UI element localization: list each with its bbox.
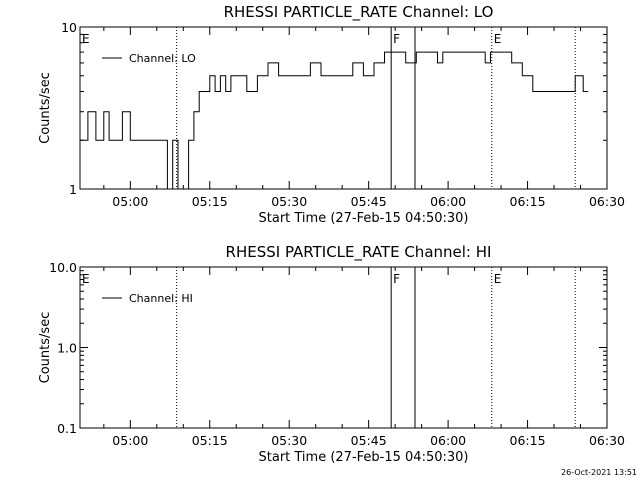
x-tick-label: 05:00 (112, 194, 148, 209)
x-tick-label: 05:30 (271, 194, 307, 209)
x-axis-label: Start Time (27-Feb-15 04:50:30) (259, 211, 469, 226)
x-tick-label: 05:15 (192, 194, 228, 209)
chart-title: RHESSI PARTICLE_RATE Channel: LO (224, 3, 494, 22)
chart-panel-2: RHESSI PARTICLE_RATE Channel: HI 05:00 05:… (38, 243, 625, 465)
chart-title: RHESSI PARTICLE_RATE Channel: HI (226, 243, 492, 262)
y-tick-label: 1.0 (57, 341, 77, 356)
y-tick-label: 1 (69, 182, 77, 197)
x-tick-label: 06:15 (510, 194, 546, 209)
x-tick-label: 06:30 (589, 194, 625, 209)
y-tick-label: 10 (61, 20, 77, 35)
x-tick-label: 05:45 (351, 433, 387, 448)
x-tick-label: 06:15 (510, 433, 546, 448)
y-tick-label: 10.0 (49, 260, 77, 275)
event-marker-F: F (393, 272, 400, 286)
x-tick-label: 06:00 (430, 433, 466, 448)
x-tick-label: 05:45 (351, 194, 387, 209)
event-marker-E: E (82, 272, 90, 286)
x-tick-label: 06:30 (589, 433, 625, 448)
legend-label: Channel: HI (129, 292, 193, 305)
series-line (80, 51, 589, 190)
event-marker-E: E (494, 272, 502, 286)
x-tick-label: 05:15 (192, 433, 228, 448)
legend-label: Channel: LO (129, 52, 196, 65)
footer-timestamp: 26-Oct-2021 13:51 (561, 468, 637, 477)
y-axis-label: Counts/sec (38, 312, 53, 384)
x-tick-label: 05:00 (112, 433, 148, 448)
x-tick-label: 05:30 (271, 433, 307, 448)
chart-panel-1: RHESSI PARTICLE_RATE Channel: LO 05:00 05:… (38, 3, 625, 226)
event-marker-F: F (393, 32, 400, 46)
y-axis-label: Counts/sec (38, 72, 53, 144)
y-tick-label: 0.1 (57, 421, 77, 436)
x-tick-label: 06:00 (430, 194, 466, 209)
event-marker-E: E (82, 32, 90, 46)
event-marker-E: E (494, 32, 502, 46)
x-axis-label: Start Time (27-Feb-15 04:50:30) (259, 450, 469, 465)
plot-frame (79, 26, 608, 190)
